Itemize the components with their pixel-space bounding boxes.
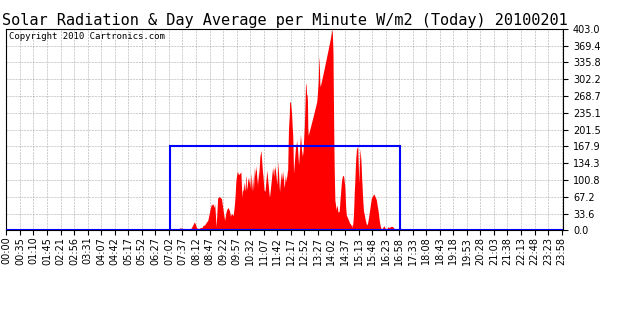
Title: Solar Radiation & Day Average per Minute W/m2 (Today) 20100201: Solar Radiation & Day Average per Minute… — [2, 12, 568, 28]
Text: Copyright 2010 Cartronics.com: Copyright 2010 Cartronics.com — [9, 32, 165, 41]
Bar — [170, 147, 400, 230]
